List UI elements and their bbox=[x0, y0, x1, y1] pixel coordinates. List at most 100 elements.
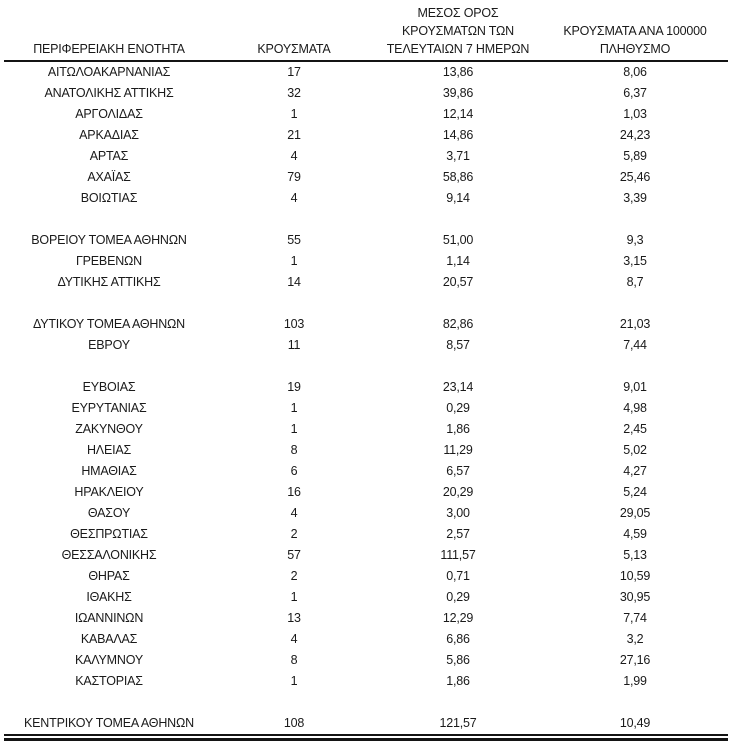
cell-cases: 2 bbox=[290, 527, 298, 541]
table-row: ΙΘΑΚΗΣ 1 0,29 30,95 bbox=[4, 587, 728, 608]
cell-avg7: 14,86 bbox=[442, 128, 474, 142]
table-row: ΒΟΡΕΙΟΥ ΤΟΜΕΑ ΑΘΗΝΩΝ 55 51,00 9,3 bbox=[4, 230, 728, 251]
header-per100k: ΚΡΟΥΣΜΑΤΑ ΑΝΑ 100000 ΠΛΗΘΥΣΜΟ bbox=[542, 0, 728, 62]
header-avg7-line1: ΜΕΣΟΣ ΟΡΟΣ bbox=[417, 6, 499, 20]
cell-avg7: 11,29 bbox=[443, 443, 473, 457]
cell-region: ΑΡΤΑΣ bbox=[89, 149, 129, 163]
cell-cases: 1 bbox=[290, 401, 298, 415]
cell-avg7: 5,86 bbox=[446, 653, 470, 667]
table-row: ΓΡΕΒΕΝΩΝ 1 1,14 3,15 bbox=[4, 251, 728, 272]
table-row: ΕΒΡΟΥ 11 8,57 7,44 bbox=[4, 335, 728, 356]
cell-cases: 55 bbox=[287, 233, 301, 247]
cell-per100k: 5,89 bbox=[623, 149, 647, 163]
cell-region: ΒΟΡΕΙΟΥ ΤΟΜΕΑ ΑΘΗΝΩΝ bbox=[31, 233, 187, 247]
cell-cases: 4 bbox=[290, 506, 298, 520]
regional-cases-table: ΠΕΡΙΦΕΡΕΙΑΚΗ ΕΝΟΤΗΤΑ ΚΡΟΥΣΜΑΤΑ ΜΕΣΟΣ ΟΡΟ… bbox=[4, 0, 728, 736]
cell-region: ΘΑΣΟΥ bbox=[87, 506, 131, 520]
header-region: ΠΕΡΙΦΕΡΕΙΑΚΗ ΕΝΟΤΗΤΑ bbox=[4, 0, 214, 62]
cell-per100k: 4,98 bbox=[623, 401, 647, 415]
cell-per100k: 4,27 bbox=[623, 464, 647, 478]
cell-region: ΘΗΡΑΣ bbox=[88, 569, 130, 583]
cell-region: ΚΑΛΥΜΝΟΥ bbox=[75, 653, 143, 667]
cell-per100k: 29,05 bbox=[619, 506, 651, 520]
cell-cases: 1 bbox=[290, 674, 298, 688]
cell-per100k: 5,24 bbox=[623, 485, 647, 499]
cell-region: ΑΙΤΩΛΟΑΚΑΡΝΑΝΙΑΣ bbox=[47, 65, 171, 79]
cell-cases: 4 bbox=[290, 191, 298, 205]
table-row: ΔΥΤΙΚΟΥ ΤΟΜΕΑ ΑΘΗΝΩΝ 103 82,86 21,03 bbox=[4, 314, 728, 335]
cell-avg7: 0,71 bbox=[446, 569, 470, 583]
cell-avg7: 20,29 bbox=[442, 485, 474, 499]
table-row: ΕΥΒΟΙΑΣ 19 23,14 9,01 bbox=[4, 377, 728, 398]
cell-region: ΙΘΑΚΗΣ bbox=[86, 590, 132, 604]
cell-region: ΘΕΣΣΑΛΟΝΙΚΗΣ bbox=[61, 548, 157, 562]
cell-per100k: 5,02 bbox=[623, 443, 647, 457]
cell-per100k: 5,13 bbox=[623, 548, 647, 562]
cell-avg7: 1,14 bbox=[446, 254, 470, 268]
cell-region: ΚΑΣΤΟΡΙΑΣ bbox=[75, 674, 143, 688]
cell-avg7: 20,57 bbox=[442, 275, 474, 289]
cell-region: ΑΝΑΤΟΛΙΚΗΣ ΑΤΤΙΚΗΣ bbox=[44, 86, 174, 100]
spacer-row bbox=[4, 692, 728, 713]
cell-per100k: 6,37 bbox=[623, 86, 647, 100]
cell-cases: 32 bbox=[287, 86, 301, 100]
cell-region: ΕΥΒΟΙΑΣ bbox=[82, 380, 136, 394]
spacer-cell bbox=[4, 356, 728, 377]
cell-avg7: 1,86 bbox=[446, 674, 470, 688]
cell-cases: 14 bbox=[287, 275, 301, 289]
spacer-cell bbox=[4, 209, 728, 230]
table-row: ΗΛΕΙΑΣ 8 11,29 5,02 bbox=[4, 440, 728, 461]
table-row: ΔΥΤΙΚΗΣ ΑΤΤΙΚΗΣ 14 20,57 8,7 bbox=[4, 272, 728, 293]
cell-cases: 21 bbox=[287, 128, 301, 142]
cell-per100k: 10,49 bbox=[542, 713, 728, 736]
cell-region: ΗΛΕΙΑΣ bbox=[86, 443, 132, 457]
table-row: ΕΥΡΥΤΑΝΙΑΣ 1 0,29 4,98 bbox=[4, 398, 728, 419]
cell-per100k: 8,06 bbox=[623, 65, 647, 79]
cell-per100k: 24,23 bbox=[619, 128, 651, 142]
cell-per100k: 7,44 bbox=[623, 338, 647, 352]
cell-cases: 19 bbox=[287, 380, 301, 394]
cell-avg7: 0,29 bbox=[446, 401, 470, 415]
table-row: ΚΑΣΤΟΡΙΑΣ 1 1,86 1,99 bbox=[4, 671, 728, 692]
cell-region: ΑΡΚΑΔΙΑΣ bbox=[79, 128, 139, 142]
cell-cases: 1 bbox=[290, 422, 298, 436]
cell-cases: 103 bbox=[283, 317, 305, 331]
table-row: ΑΧΑΪΑΣ 79 58,86 25,46 bbox=[4, 167, 728, 188]
cell-cases: 108 bbox=[214, 713, 374, 736]
cell-avg7: 2,57 bbox=[446, 527, 470, 541]
cell-avg7: 6,57 bbox=[446, 464, 470, 478]
spacer-cell bbox=[4, 692, 728, 713]
cell-per100k: 9,3 bbox=[626, 233, 644, 247]
table-row: ΘΕΣΣΑΛΟΝΙΚΗΣ 57 111,57 5,13 bbox=[4, 545, 728, 566]
cell-avg7: 12,14 bbox=[442, 107, 474, 121]
cell-per100k: 1,03 bbox=[623, 107, 647, 121]
cell-avg7: 82,86 bbox=[442, 317, 474, 331]
cell-region: ΕΥΡΥΤΑΝΙΑΣ bbox=[71, 401, 147, 415]
header-avg7-line2: ΚΡΟΥΣΜΑΤΩΝ ΤΩΝ bbox=[402, 24, 514, 38]
cell-avg7: 1,86 bbox=[446, 422, 470, 436]
table-row: ΘΗΡΑΣ 2 0,71 10,59 bbox=[4, 566, 728, 587]
header-row: ΠΕΡΙΦΕΡΕΙΑΚΗ ΕΝΟΤΗΤΑ ΚΡΟΥΣΜΑΤΑ ΜΕΣΟΣ ΟΡΟ… bbox=[4, 0, 728, 62]
cell-avg7: 3,00 bbox=[446, 506, 470, 520]
table-row: ΚΑΒΑΛΑΣ 4 6,86 3,2 bbox=[4, 629, 728, 650]
cell-avg7: 13,86 bbox=[442, 65, 474, 79]
cell-avg7: 51,00 bbox=[442, 233, 474, 247]
table-body: ΑΙΤΩΛΟΑΚΑΡΝΑΝΙΑΣ 17 13,86 8,06 ΑΝΑΤΟΛΙΚΗΣ ΑΤ… bbox=[4, 61, 728, 736]
cell-cases: 1 bbox=[290, 254, 298, 268]
cell-region: ΚΑΒΑΛΑΣ bbox=[80, 632, 138, 646]
header-per100k-line1: ΚΡΟΥΣΜΑΤΑ ΑΝΑ 100000 bbox=[563, 24, 707, 38]
table-row: ΑΝΑΤΟΛΙΚΗΣ ΑΤΤΙΚΗΣ 32 39,86 6,37 bbox=[4, 83, 728, 104]
cell-cases: 17 bbox=[287, 65, 301, 79]
cell-avg7: 8,57 bbox=[446, 338, 470, 352]
table-row: ΑΡΓΟΛΙΔΑΣ 1 12,14 1,03 bbox=[4, 104, 728, 125]
cell-region: ΗΜΑΘΙΑΣ bbox=[81, 464, 137, 478]
cell-cases: 4 bbox=[290, 149, 298, 163]
cell-region: ΒΟΙΩΤΙΑΣ bbox=[80, 191, 138, 205]
cell-region: ΘΕΣΠΡΩΤΙΑΣ bbox=[70, 527, 148, 541]
cell-avg7: 3,71 bbox=[446, 149, 470, 163]
cell-avg7: 9,14 bbox=[446, 191, 470, 205]
table-row: ΖΑΚΥΝΘΟΥ 1 1,86 2,45 bbox=[4, 419, 728, 440]
cell-avg7: 58,86 bbox=[442, 170, 474, 184]
cell-avg7: 23,14 bbox=[442, 380, 474, 394]
